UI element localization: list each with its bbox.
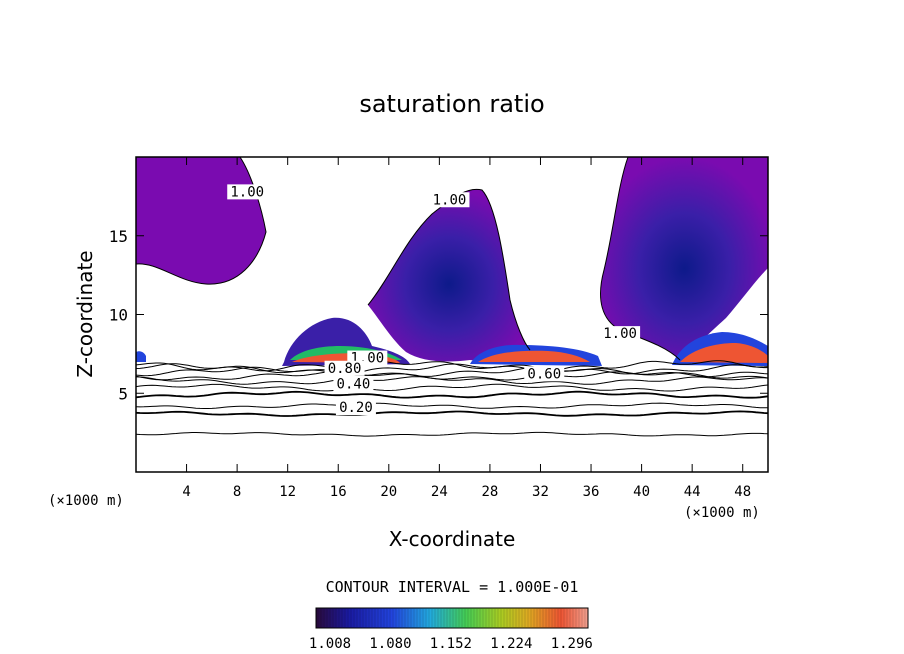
contour-labels: 1.00 1.001.001.000.80 0.600.400.20 [227,184,641,416]
contour-line [136,390,768,399]
contour-label: 1.00 [230,184,264,200]
contour-lines [136,359,768,437]
x-units-left: (×1000 m) [48,493,124,509]
cloud-band-edge [136,351,146,362]
chart-title: saturation ratio [359,90,544,118]
contour-line [136,363,768,375]
contour-label-bg [333,376,374,392]
contour-line [136,376,768,385]
contour-label: 1.00 [433,192,467,208]
x-tick-label: 8 [233,484,241,500]
contour-line [136,410,768,417]
colorbar-tick-labels: 1.008 1.080 1.152 1.224 1.296 [309,636,593,652]
x-tick-label: 32 [532,484,549,500]
x-tick-label: 12 [279,484,296,500]
contour-label-bg [227,184,268,200]
contour-label: 1.00 [603,326,637,342]
colorbar-tick-label: 1.296 [551,636,593,652]
contour-label: 0.60 [527,366,561,382]
contour-label: 0.20 [339,400,373,416]
colorbar-tick-label: 1.008 [309,636,351,652]
contour-label-bg [524,366,565,382]
x-tick-label: 4 [182,484,190,500]
x-axis-label: X-coordinate [389,527,516,551]
contour-label-bg [324,360,365,376]
plot-area [136,157,768,437]
cloud-region-right [600,157,768,360]
contour-line [136,359,768,372]
contour-label-bg [600,326,641,342]
x-tick-label: 44 [684,484,701,500]
contour-label-bg [429,192,470,208]
y-axis-tick-labels: 5 10 15 [109,227,128,404]
cloud-region-left [136,157,266,285]
x-tick-label: 48 [734,484,751,500]
contour-line [136,402,768,409]
y-axis-ticks [136,235,768,394]
contour-line [136,431,768,437]
colorbar-tick-label: 1.224 [490,636,532,652]
cloud-region-center [368,189,530,362]
x-tick-label: 36 [583,484,600,500]
contour-label: 0.80 [328,361,362,377]
colorbar-tick-label: 1.080 [369,636,411,652]
y-tick-label: 5 [118,384,128,403]
y-tick-label: 15 [109,227,128,246]
x-axis-ticks [186,157,744,472]
contour-label-bg [335,400,376,416]
x-tick-label: 28 [481,484,498,500]
x-axis-tick-labels: 4 8 12 16 20 24 28 32 36 40 44 48 [182,484,751,500]
x-tick-label: 24 [431,484,448,500]
contour-line [136,366,768,378]
contour-label: 0.40 [337,377,371,393]
cloud-band-right-core [680,343,768,363]
x-units-right: (×1000 m) [684,505,760,521]
y-axis-label: Z-coordinate [73,250,97,377]
x-tick-label: 20 [380,484,397,500]
colorbar-tick-label: 1.152 [430,636,472,652]
x-tick-label: 40 [633,484,650,500]
cloud-band-mid-core [478,350,590,362]
y-tick-label: 10 [109,306,128,325]
colorbar [315,607,589,629]
x-tick-label: 16 [330,484,347,500]
contour-line [136,383,768,392]
contour-interval-text: CONTOUR INTERVAL = 1.000E-01 [326,578,579,596]
contour-line [136,371,768,381]
colorbar-stripes [317,609,586,627]
